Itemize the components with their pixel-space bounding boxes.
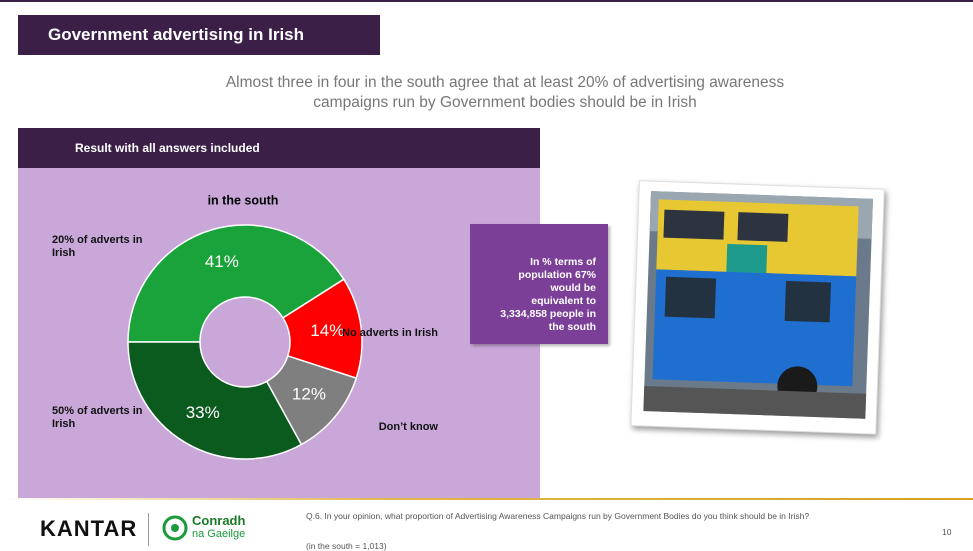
top-rule (0, 0, 973, 2)
base-note: (in the south = 1,013) (306, 541, 387, 551)
partner-sub: na Gaeilge (192, 528, 246, 540)
footer-rule (0, 498, 973, 500)
photo (630, 180, 885, 435)
logo-divider (148, 513, 149, 546)
value-label: 14% (310, 321, 344, 340)
panel-title: Result with all answers included (18, 128, 540, 168)
category-label: No adverts in Irish (342, 327, 438, 339)
subtitle: Almost three in four in the south agree … (225, 74, 785, 111)
value-label: 41% (205, 252, 239, 271)
partner-icon (162, 515, 188, 541)
header-title: Government advertising in Irish (18, 15, 380, 55)
value-label: 33% (186, 403, 220, 422)
category-label: Don’t know (378, 421, 438, 433)
question: Q.6. In your opinion, what proportion of… (306, 511, 810, 521)
category-label: 20% of adverts in Irish (52, 234, 143, 259)
donut-slice (127, 341, 303, 460)
partner-name: Conradh (192, 513, 246, 528)
page-number: 10 (942, 527, 952, 537)
chart-title: in the south (208, 193, 279, 207)
callout-box: In % terms of population 67% would be eq… (470, 224, 608, 344)
kantar-logo: KANTAR (40, 516, 138, 541)
value-label: 12% (292, 384, 326, 403)
category-label: 50% of adverts in Irish (52, 405, 143, 430)
callout-text: In % terms of population 67% would be eq… (500, 256, 596, 333)
